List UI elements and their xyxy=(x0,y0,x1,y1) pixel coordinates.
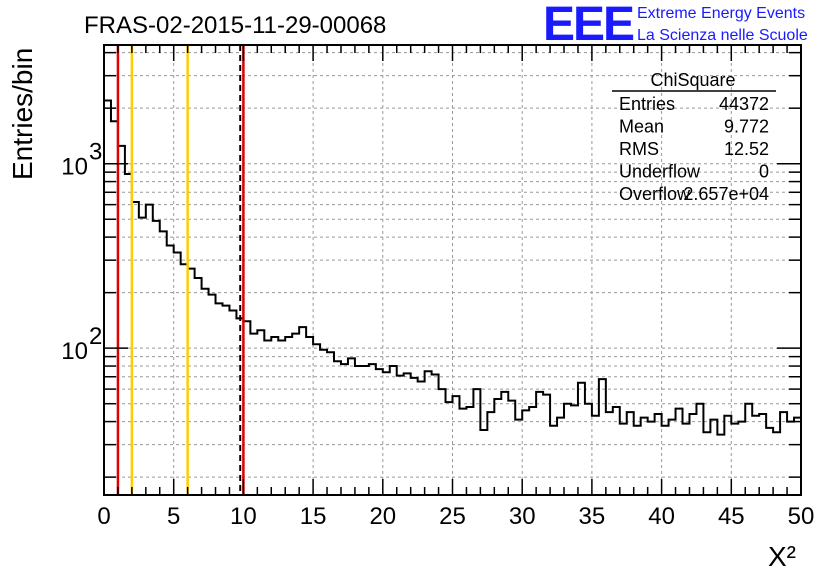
stats-box: ChiSquare Entries 44372 Mean 9.772 RMS 12.52 U… xyxy=(612,70,776,204)
logo-line-1: Extreme Energy Events xyxy=(637,5,805,22)
x-tick-label: 30 xyxy=(509,503,536,530)
x-tick-label: 0 xyxy=(97,503,110,530)
x-axis-title: X² xyxy=(768,541,796,572)
x-tick-label: 50 xyxy=(788,503,815,530)
grid xyxy=(104,45,801,495)
stats-label: Overflow xyxy=(619,184,691,204)
stats-title: ChiSquare xyxy=(650,70,735,90)
stats-value: 12.52 xyxy=(724,139,769,159)
run-title: FRAS-02-2015-11-29-00068 xyxy=(84,12,386,39)
x-tick-label: 15 xyxy=(300,503,327,530)
y-tick-exponent: 2 xyxy=(89,323,102,350)
y-tick-exponent: 3 xyxy=(89,139,102,166)
histogram-line xyxy=(104,99,801,436)
stats-value: 44372 xyxy=(719,94,769,114)
stats-label: Mean xyxy=(619,117,664,137)
stats-value: 9.772 xyxy=(724,117,769,137)
x-tick-label: 20 xyxy=(369,503,396,530)
x-tick-label: 45 xyxy=(718,503,745,530)
logo-line-2: La Scienza nelle Scuole xyxy=(637,27,808,44)
x-tick-label: 35 xyxy=(579,503,606,530)
stats-label: RMS xyxy=(619,139,659,159)
x-tick-label: 10 xyxy=(230,503,257,530)
stats-value: 2.657e+04 xyxy=(683,184,769,204)
stats-label: Entries xyxy=(619,94,675,114)
stats-value: 0 xyxy=(759,162,769,182)
eee-logo: EEE xyxy=(543,0,634,51)
x-tick-label: 5 xyxy=(167,503,180,530)
y-tick-label: 10 xyxy=(61,154,88,181)
histogram xyxy=(104,99,801,436)
y-axis-title: Entries/bin xyxy=(7,48,38,180)
y-tick-label: 10 xyxy=(61,338,88,365)
x-tick-label: 25 xyxy=(439,503,466,530)
stats-label: Underflow xyxy=(619,162,701,182)
reference-lines xyxy=(116,45,245,495)
x-tick-label: 40 xyxy=(648,503,675,530)
